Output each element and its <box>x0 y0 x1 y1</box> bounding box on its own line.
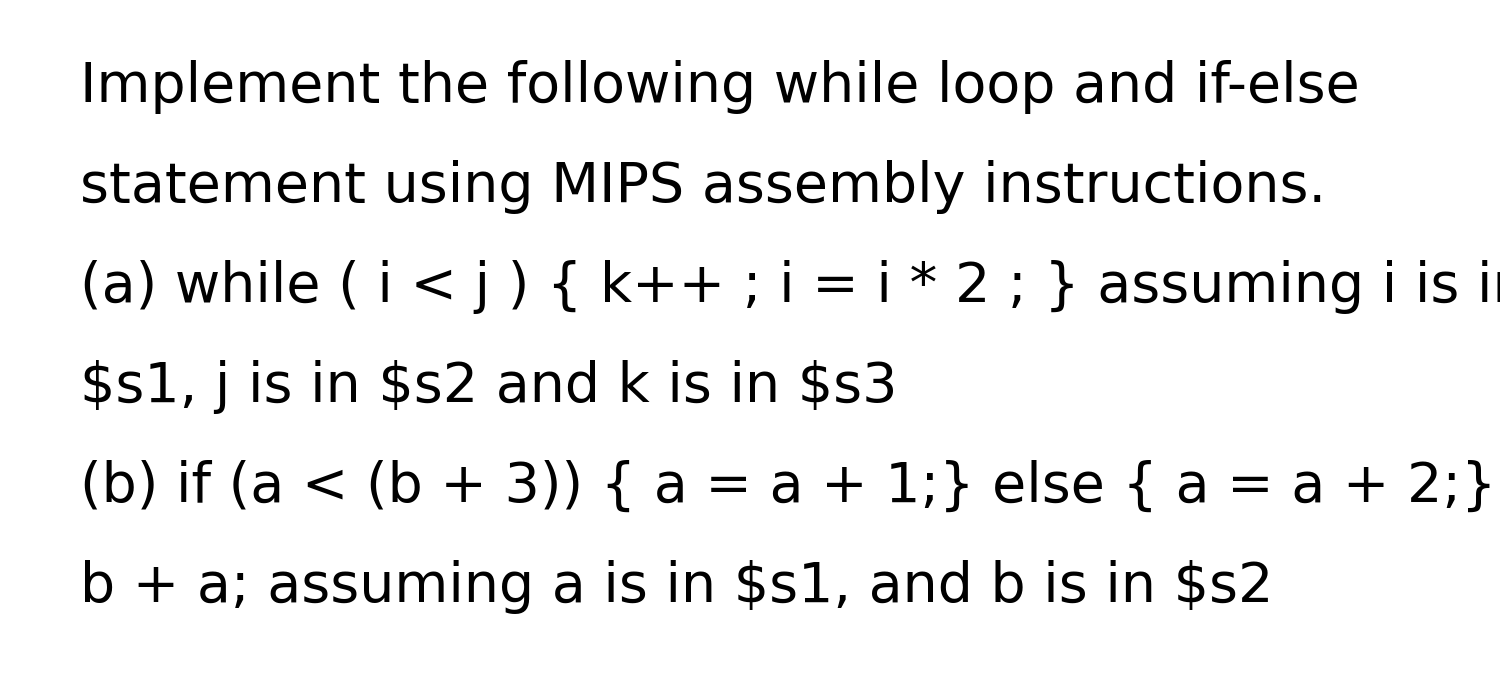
Text: (b) if (a < (b + 3)) { a = a + 1;} else { a = a + 2;} b =: (b) if (a < (b + 3)) { a = a + 1;} else … <box>80 460 1500 514</box>
Text: Implement the following while loop and if-else: Implement the following while loop and i… <box>80 60 1359 114</box>
Text: (a) while ( i < j ) { k++ ; i = i * 2 ; } assuming i is in: (a) while ( i < j ) { k++ ; i = i * 2 ; … <box>80 260 1500 314</box>
Text: \$s1, j is in \$s2 and k is in \$s3: \$s1, j is in \$s2 and k is in \$s3 <box>80 360 897 414</box>
Text: b + a; assuming a is in \$s1, and b is in \$s2: b + a; assuming a is in \$s1, and b is i… <box>80 560 1274 614</box>
Text: statement using MIPS assembly instructions.: statement using MIPS assembly instructio… <box>80 160 1326 214</box>
